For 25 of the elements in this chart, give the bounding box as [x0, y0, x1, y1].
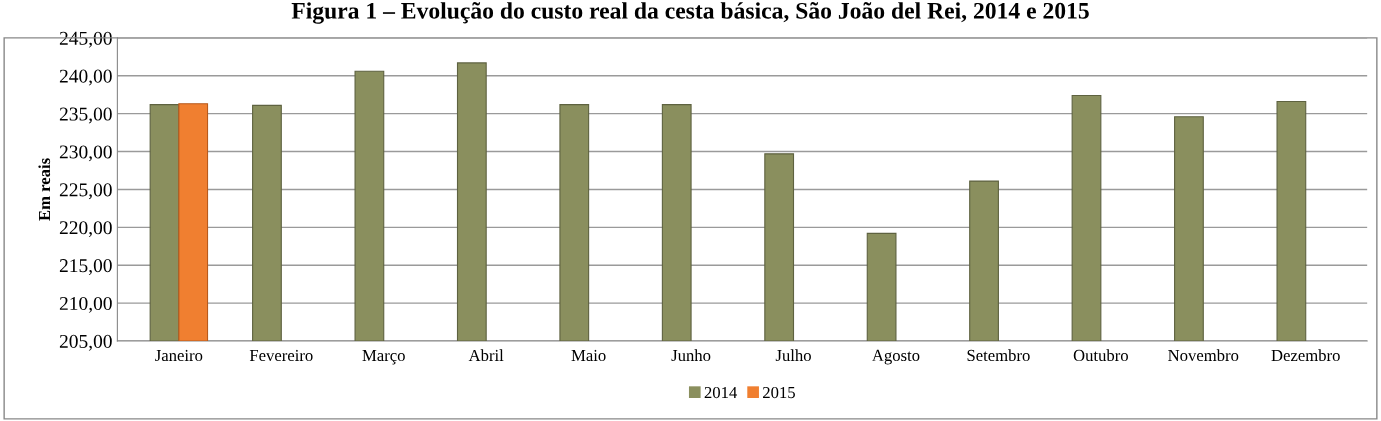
y-tick-label: 230,00	[59, 145, 112, 162]
x-tick-label: Maio	[571, 349, 606, 362]
x-tick-label: Novembro	[1168, 349, 1239, 362]
y-tick-label: 215,00	[59, 259, 112, 275]
y-tick-label: 205,00	[59, 334, 112, 351]
y-tick-label: 225,00	[59, 183, 112, 200]
y-axis-title: Em reais	[38, 158, 51, 221]
x-tick-label: Agosto	[872, 349, 920, 365]
x-tick-label: Junho	[671, 349, 711, 362]
x-tick-label: Abril	[468, 349, 504, 362]
legend-label: 2015	[763, 386, 795, 399]
legend-label: 2014	[704, 386, 738, 399]
y-tick-label: 240,00	[59, 69, 112, 86]
x-tick-label: Março	[362, 349, 405, 365]
x-tick-label: Outubro	[1073, 349, 1128, 362]
y-tick-label: 220,00	[59, 221, 112, 238]
y-tick-label: 235,00	[59, 107, 112, 124]
x-tick-label: Fevereiro	[249, 349, 313, 362]
x-tick-label: Dezembro	[1271, 349, 1340, 362]
x-tick-label: Janeiro	[155, 349, 203, 362]
chart-title: Figura 1 – Evolução do custo real da cesta básica, São João del Rei, 2014 e 2015	[291, 2, 1089, 24]
y-tick-label: 245,00	[59, 31, 112, 48]
x-tick-label: Julho	[775, 349, 811, 362]
y-tick-label: 210,00	[59, 296, 112, 313]
x-tick-label: Setembro	[967, 349, 1030, 362]
